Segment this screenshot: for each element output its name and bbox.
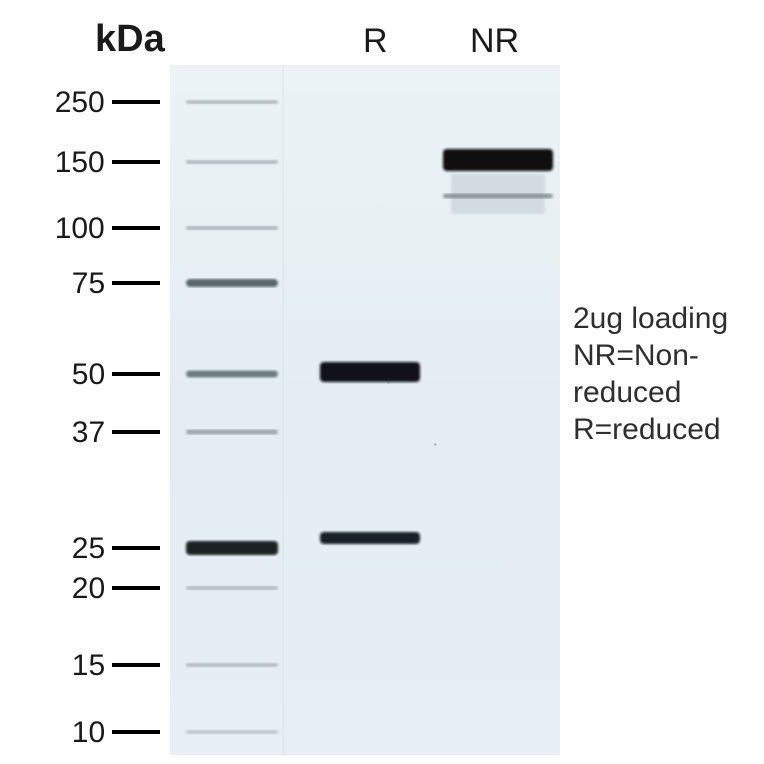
mw-dash (112, 730, 160, 734)
mw-dash (112, 160, 160, 164)
mw-label: 25 (72, 532, 105, 566)
mw-dash (112, 226, 160, 230)
mw-label: 15 (72, 649, 105, 683)
kda-title: kDa (95, 18, 165, 61)
annotation-line: 2ug loading (573, 300, 728, 337)
mw-dash (112, 586, 160, 590)
mw-label: 20 (72, 572, 105, 606)
mw-dash (112, 430, 160, 434)
mw-label: 37 (72, 416, 105, 450)
mw-label: 75 (72, 267, 105, 301)
mw-label: 100 (55, 212, 105, 246)
lane-header-NR: NR (470, 22, 519, 61)
mw-label: 250 (55, 86, 105, 120)
mw-label: 150 (55, 146, 105, 180)
mw-dash (112, 372, 160, 376)
gel-panel (170, 65, 560, 755)
mw-dash (112, 546, 160, 550)
annotation-line: NR=Non- (573, 337, 728, 374)
annotation-text: 2ug loadingNR=Non-reducedR=reduced (573, 300, 728, 448)
lane-header-R: R (363, 22, 388, 61)
mw-label: 50 (72, 358, 105, 392)
gel-figure: kDa R NR 2ug loadingNR=Non-reducedR=redu… (0, 0, 764, 764)
annotation-line: R=reduced (573, 411, 728, 448)
annotation-line: reduced (573, 374, 728, 411)
mw-dash (112, 100, 160, 104)
mw-dash (112, 281, 160, 285)
mw-dash (112, 663, 160, 667)
mw-label: 10 (72, 716, 105, 750)
